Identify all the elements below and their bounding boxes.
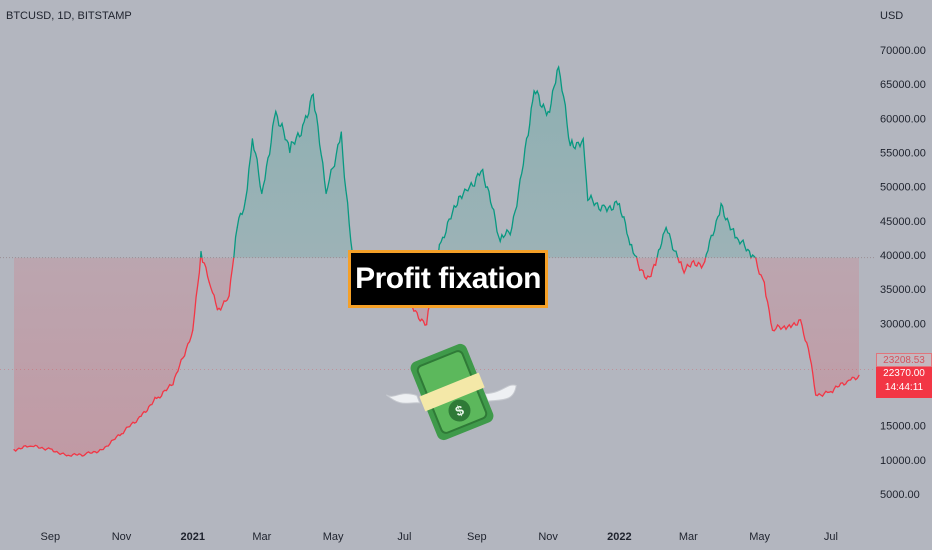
price-point — [511, 227, 513, 229]
currency-label: USD — [880, 10, 904, 22]
price-point — [645, 278, 647, 280]
y-tick-label: 35000.00 — [880, 284, 926, 296]
profit-fixation-label: Profit fixation — [348, 250, 548, 308]
price-point — [655, 264, 657, 266]
price-point — [455, 206, 457, 208]
price-point — [216, 309, 218, 311]
y-tick-label: 45000.00 — [880, 216, 926, 228]
price-point — [236, 227, 238, 229]
price-point — [558, 66, 560, 68]
x-tick-label: May — [323, 531, 344, 543]
price-point — [29, 445, 31, 447]
y-tick-label: 55000.00 — [880, 148, 926, 160]
price-point — [569, 145, 571, 147]
price-point — [156, 397, 158, 399]
price-point — [208, 281, 210, 283]
y-tick-label: 65000.00 — [880, 79, 926, 91]
price-point — [13, 449, 15, 451]
price-point — [720, 203, 722, 205]
y-tick-label: 40000.00 — [880, 250, 926, 262]
price-line-below-baseline — [13, 257, 860, 457]
price-point — [289, 151, 291, 154]
y-tick-label: 70000.00 — [880, 45, 926, 57]
price-point — [787, 326, 789, 328]
price-point — [763, 281, 765, 283]
x-tick-label: Mar — [679, 531, 698, 543]
price-point — [704, 261, 706, 263]
price-point — [752, 254, 754, 256]
price-point — [830, 391, 832, 393]
price-point — [244, 199, 246, 201]
x-tick-label: 2021 — [181, 531, 205, 543]
price-point — [228, 295, 230, 297]
y-tick-label: 5000.00 — [880, 489, 920, 501]
x-tick-label: Sep — [467, 531, 487, 543]
y-tick-label: 50000.00 — [880, 182, 926, 194]
x-tick-label: Mar — [252, 531, 271, 543]
last-price-badge: 22370.00 14:44:11 — [876, 367, 932, 398]
bar-countdown: 14:44:11 — [884, 382, 924, 393]
price-point — [482, 169, 484, 171]
price-point — [771, 329, 774, 331]
price-point — [846, 380, 848, 382]
price-point — [172, 384, 174, 386]
x-tick-label: Nov — [112, 531, 132, 543]
price-point — [261, 192, 263, 195]
price-point — [312, 93, 314, 95]
price-point — [533, 90, 535, 92]
price-point — [604, 206, 607, 208]
price-point — [809, 356, 811, 358]
y-tick-label: 30000.00 — [880, 318, 926, 330]
price-point — [438, 244, 440, 246]
price-point — [618, 203, 621, 205]
y-tick-label: 15000.00 — [880, 421, 926, 433]
area-fill-above-baseline — [200, 67, 756, 258]
price-point — [137, 418, 139, 420]
x-tick-label: Nov — [538, 531, 558, 543]
price-point — [629, 244, 631, 246]
price-point — [426, 324, 428, 326]
price-point — [66, 455, 68, 457]
price-point — [325, 192, 327, 195]
price-point — [345, 189, 347, 191]
price-point — [527, 134, 529, 136]
price-point — [734, 237, 736, 239]
price-point — [49, 448, 51, 450]
price-point — [84, 453, 86, 455]
price-point — [120, 433, 123, 435]
price-point — [275, 110, 277, 113]
price-point — [587, 199, 589, 201]
price-point — [302, 124, 304, 126]
price-point — [582, 138, 584, 140]
y-tick-label: 60000.00 — [880, 113, 926, 125]
price-point — [799, 319, 802, 321]
reference-price-badge: 23208.53 — [876, 353, 932, 367]
price-point — [858, 374, 860, 376]
x-tick-label: Jul — [824, 531, 838, 543]
price-point — [251, 138, 253, 140]
last-price-value: 22370.00 — [883, 368, 925, 379]
price-point — [681, 268, 684, 270]
symbol-title[interactable]: BTCUSD, 1D, BITSTAMP — [6, 10, 132, 22]
price-point — [200, 250, 202, 253]
price-point — [499, 240, 501, 242]
x-tick-label: 2022 — [607, 531, 631, 543]
price-point — [101, 449, 103, 451]
price-point — [547, 110, 549, 113]
price-point — [665, 227, 667, 229]
price-point — [815, 394, 817, 396]
x-tick-label: May — [749, 531, 770, 543]
x-tick-label: Sep — [41, 531, 61, 543]
price-point — [340, 131, 342, 133]
y-tick-label: 10000.00 — [880, 455, 926, 467]
price-point — [465, 189, 467, 191]
x-tick-label: Jul — [397, 531, 411, 543]
price-point — [192, 329, 194, 331]
